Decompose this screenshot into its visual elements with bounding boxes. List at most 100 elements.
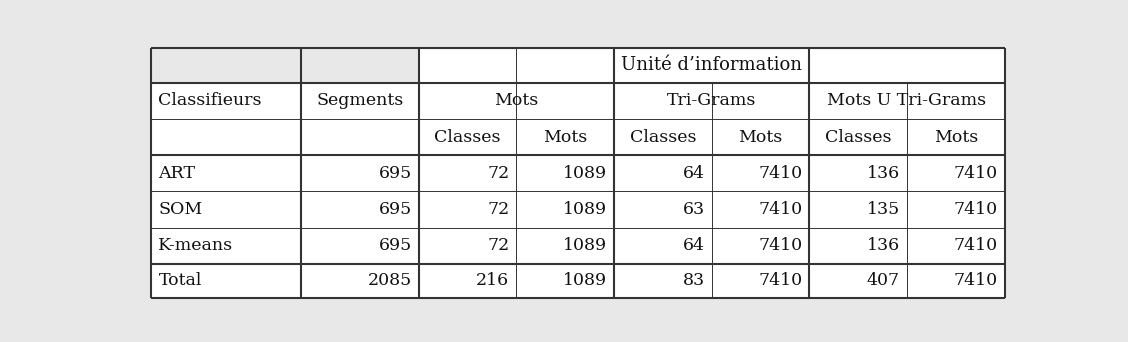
Bar bbox=[712, 119, 810, 155]
Bar bbox=[712, 264, 810, 298]
Text: 695: 695 bbox=[379, 237, 412, 254]
Bar bbox=[151, 83, 300, 119]
Bar bbox=[907, 119, 1005, 155]
Bar bbox=[614, 264, 712, 298]
Bar bbox=[907, 192, 1005, 228]
Bar bbox=[418, 264, 517, 298]
Bar bbox=[614, 192, 712, 228]
Text: Mots: Mots bbox=[739, 129, 783, 146]
Text: 7410: 7410 bbox=[953, 237, 998, 254]
Bar bbox=[300, 264, 418, 298]
Text: 1089: 1089 bbox=[563, 237, 607, 254]
Text: 83: 83 bbox=[682, 273, 705, 289]
Text: Tri-Grams: Tri-Grams bbox=[667, 92, 757, 109]
Bar bbox=[418, 155, 517, 192]
Bar bbox=[907, 228, 1005, 264]
Text: Mots: Mots bbox=[543, 129, 588, 146]
Text: 7410: 7410 bbox=[758, 165, 802, 182]
Bar bbox=[151, 155, 300, 192]
Bar bbox=[300, 119, 418, 155]
Text: 72: 72 bbox=[487, 237, 510, 254]
Bar bbox=[614, 155, 712, 192]
Text: 7410: 7410 bbox=[758, 237, 802, 254]
Text: 64: 64 bbox=[682, 237, 705, 254]
Bar bbox=[614, 48, 712, 83]
Text: 695: 695 bbox=[379, 165, 412, 182]
Text: 72: 72 bbox=[487, 201, 510, 218]
Text: 695: 695 bbox=[379, 201, 412, 218]
Bar bbox=[907, 155, 1005, 192]
Text: 7410: 7410 bbox=[953, 165, 998, 182]
Bar bbox=[418, 48, 517, 83]
Bar bbox=[614, 119, 712, 155]
Bar bbox=[614, 228, 712, 264]
Bar bbox=[517, 83, 614, 119]
Bar bbox=[712, 228, 810, 264]
Bar bbox=[810, 192, 907, 228]
Text: Classes: Classes bbox=[825, 129, 891, 146]
Bar bbox=[907, 264, 1005, 298]
Text: 63: 63 bbox=[682, 201, 705, 218]
Text: ART: ART bbox=[158, 165, 195, 182]
Bar bbox=[418, 119, 517, 155]
Text: 72: 72 bbox=[487, 165, 510, 182]
Bar bbox=[810, 83, 907, 119]
Text: Unité d’information: Unité d’information bbox=[622, 56, 802, 74]
Bar bbox=[151, 119, 300, 155]
Text: Mots U Tri-Grams: Mots U Tri-Grams bbox=[828, 92, 987, 109]
Text: 1089: 1089 bbox=[563, 165, 607, 182]
Text: Mots: Mots bbox=[494, 92, 538, 109]
Text: SOM: SOM bbox=[158, 201, 203, 218]
Bar bbox=[300, 228, 418, 264]
Bar bbox=[151, 48, 300, 83]
Text: Total: Total bbox=[158, 273, 202, 289]
Text: Classes: Classes bbox=[629, 129, 696, 146]
Bar bbox=[810, 155, 907, 192]
Text: Classifieurs: Classifieurs bbox=[158, 92, 262, 109]
Text: 136: 136 bbox=[867, 237, 900, 254]
Text: 407: 407 bbox=[867, 273, 900, 289]
Bar bbox=[712, 192, 810, 228]
Bar bbox=[418, 228, 517, 264]
Text: Classes: Classes bbox=[434, 129, 501, 146]
Bar bbox=[712, 83, 810, 119]
Text: 2085: 2085 bbox=[368, 273, 412, 289]
Bar bbox=[517, 155, 614, 192]
Bar bbox=[517, 192, 614, 228]
Bar bbox=[907, 83, 1005, 119]
Bar bbox=[810, 264, 907, 298]
Bar bbox=[151, 264, 300, 298]
Bar bbox=[517, 119, 614, 155]
Text: 64: 64 bbox=[682, 165, 705, 182]
Text: 216: 216 bbox=[476, 273, 510, 289]
Bar bbox=[418, 192, 517, 228]
Bar bbox=[712, 155, 810, 192]
Bar bbox=[418, 83, 517, 119]
Bar bbox=[151, 192, 300, 228]
Text: K-means: K-means bbox=[158, 237, 233, 254]
Bar bbox=[300, 155, 418, 192]
Bar bbox=[300, 83, 418, 119]
Text: 1089: 1089 bbox=[563, 273, 607, 289]
Text: 135: 135 bbox=[866, 201, 900, 218]
Text: 136: 136 bbox=[867, 165, 900, 182]
Bar bbox=[151, 228, 300, 264]
Text: Segments: Segments bbox=[316, 92, 404, 109]
Text: 7410: 7410 bbox=[758, 201, 802, 218]
Bar bbox=[517, 264, 614, 298]
Bar bbox=[907, 48, 1005, 83]
Text: 7410: 7410 bbox=[953, 201, 998, 218]
Bar bbox=[300, 192, 418, 228]
Bar bbox=[810, 228, 907, 264]
Bar bbox=[517, 48, 614, 83]
Bar bbox=[517, 228, 614, 264]
Bar bbox=[712, 48, 810, 83]
Bar bbox=[810, 119, 907, 155]
Text: Mots: Mots bbox=[934, 129, 978, 146]
Text: 1089: 1089 bbox=[563, 201, 607, 218]
Bar bbox=[614, 83, 712, 119]
Bar bbox=[810, 48, 907, 83]
Text: 7410: 7410 bbox=[758, 273, 802, 289]
Bar bbox=[300, 48, 418, 83]
Text: 7410: 7410 bbox=[953, 273, 998, 289]
